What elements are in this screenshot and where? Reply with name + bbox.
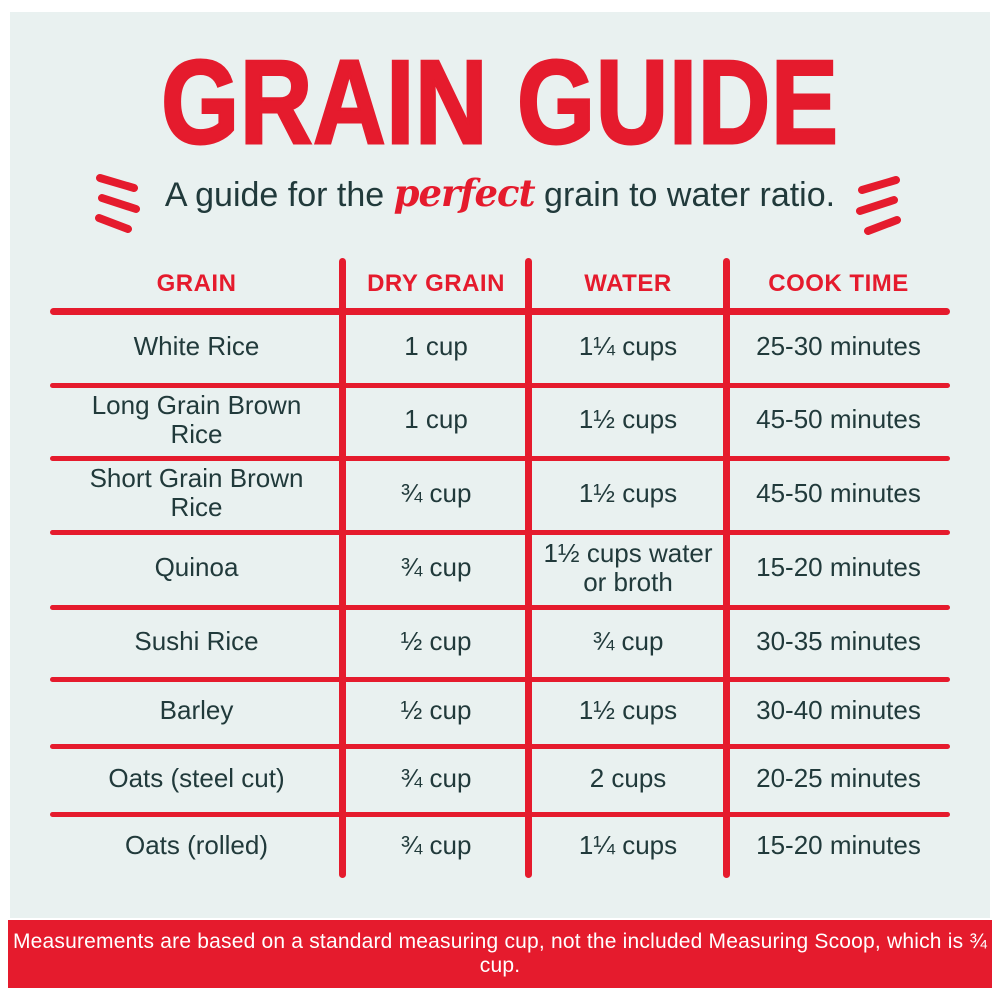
poster-background-panel xyxy=(10,12,990,918)
table-horizontal-line xyxy=(50,744,950,749)
table-horizontal-line xyxy=(50,530,950,535)
cell-grain: Oats (rolled) xyxy=(124,829,269,860)
table-row: Oats (rolled) ¾ cup 1¼ cups 15-20 minute… xyxy=(50,812,950,878)
table-row: Long Grain Brown Rice 1 cup 1½ cups 45-5… xyxy=(50,383,950,456)
cell-dry-grain: ¾ cup xyxy=(400,762,472,793)
cell-water: 1½ cups water or broth xyxy=(543,537,713,597)
cell-dry-grain: ¾ cup xyxy=(400,829,472,860)
table-horizontal-line xyxy=(50,456,950,461)
column-header-grain: GRAIN xyxy=(156,270,237,297)
cell-dry-grain: ½ cup xyxy=(400,695,472,725)
cell-water: 1½ cups xyxy=(578,404,678,434)
table-vertical-line xyxy=(525,258,532,878)
cell-dry-grain: 1 cup xyxy=(404,331,468,361)
table-row: Sushi Rice ½ cup ¾ cup 30-35 minutes xyxy=(50,605,950,677)
cell-cook-time: 20-25 minutes xyxy=(756,762,921,793)
cell-water: 1½ cups xyxy=(578,477,678,508)
cell-water: 1¼ cups xyxy=(578,829,678,860)
cell-dry-grain: ¾ cup xyxy=(400,477,472,508)
cell-grain: Barley xyxy=(159,695,234,725)
cell-dry-grain: ¾ cup xyxy=(400,552,472,582)
page-title: GRAIN GUIDE xyxy=(160,36,839,170)
table-vertical-line xyxy=(339,258,346,878)
column-header-dry-grain: DRY GRAIN xyxy=(367,270,505,297)
cell-grain: Sushi Rice xyxy=(134,625,259,656)
table-header-row: GRAIN DRY GRAIN WATER COOK TIME xyxy=(50,258,950,310)
cell-water: 1½ cups xyxy=(578,695,678,725)
table-row: Quinoa ¾ cup 1½ cups water or broth 15-2… xyxy=(50,530,950,605)
footer-note-text: Measurements are based on a standard mea… xyxy=(12,930,988,977)
cell-grain: Quinoa xyxy=(154,552,239,582)
table-row: Short Grain Brown Rice ¾ cup 1½ cups 45-… xyxy=(50,456,950,530)
cell-dry-grain: 1 cup xyxy=(404,404,468,434)
cell-cook-time: 25-30 minutes xyxy=(756,331,921,361)
table-horizontal-line xyxy=(50,812,950,817)
table-row: Oats (steel cut) ¾ cup 2 cups 20-25 minu… xyxy=(50,744,950,812)
grain-table: GRAIN DRY GRAIN WATER COOK TIME White Ri… xyxy=(50,258,950,878)
subtitle-prefix: A guide for the xyxy=(164,176,394,214)
cell-grain: Long Grain Brown Rice xyxy=(91,389,302,449)
cell-cook-time: 30-35 minutes xyxy=(756,625,921,656)
table-horizontal-line xyxy=(50,605,950,610)
subtitle-highlight: perfect xyxy=(393,171,536,215)
cell-cook-time: 15-20 minutes xyxy=(756,829,921,860)
cell-grain: Short Grain Brown Rice xyxy=(89,463,304,522)
cell-cook-time: 45-50 minutes xyxy=(756,477,921,508)
table-horizontal-line xyxy=(50,383,950,388)
table-horizontal-line xyxy=(50,308,950,315)
cell-dry-grain: ½ cup xyxy=(400,625,472,656)
table-row: White Rice 1 cup 1¼ cups 25-30 minutes xyxy=(50,310,950,383)
cell-water: ¾ cup xyxy=(592,625,664,656)
cell-water: 1¼ cups xyxy=(578,331,678,361)
footer-note-bar: Measurements are based on a standard mea… xyxy=(8,920,992,988)
cell-grain: Oats (steel cut) xyxy=(108,762,285,793)
table-body: White Rice 1 cup 1¼ cups 25-30 minutes L… xyxy=(50,310,950,878)
emphasis-dashes-icon xyxy=(856,176,901,235)
column-header-water: WATER xyxy=(584,270,672,297)
column-header-cook-time: COOK TIME xyxy=(768,270,909,297)
table-vertical-line xyxy=(723,258,730,878)
cell-grain: White Rice xyxy=(133,331,260,361)
subtitle-suffix: grain to water ratio. xyxy=(534,176,836,214)
cell-cook-time: 15-20 minutes xyxy=(756,552,921,582)
emphasis-dashes-icon xyxy=(95,174,140,233)
cell-water: 2 cups xyxy=(589,762,667,793)
table-horizontal-line xyxy=(50,677,950,682)
subtitle: A guide for the perfect grain to water r… xyxy=(0,166,1000,220)
cell-cook-time: 30-40 minutes xyxy=(756,695,921,725)
cell-cook-time: 45-50 minutes xyxy=(756,404,921,434)
table-row: Barley ½ cup 1½ cups 30-40 minutes xyxy=(50,677,950,744)
